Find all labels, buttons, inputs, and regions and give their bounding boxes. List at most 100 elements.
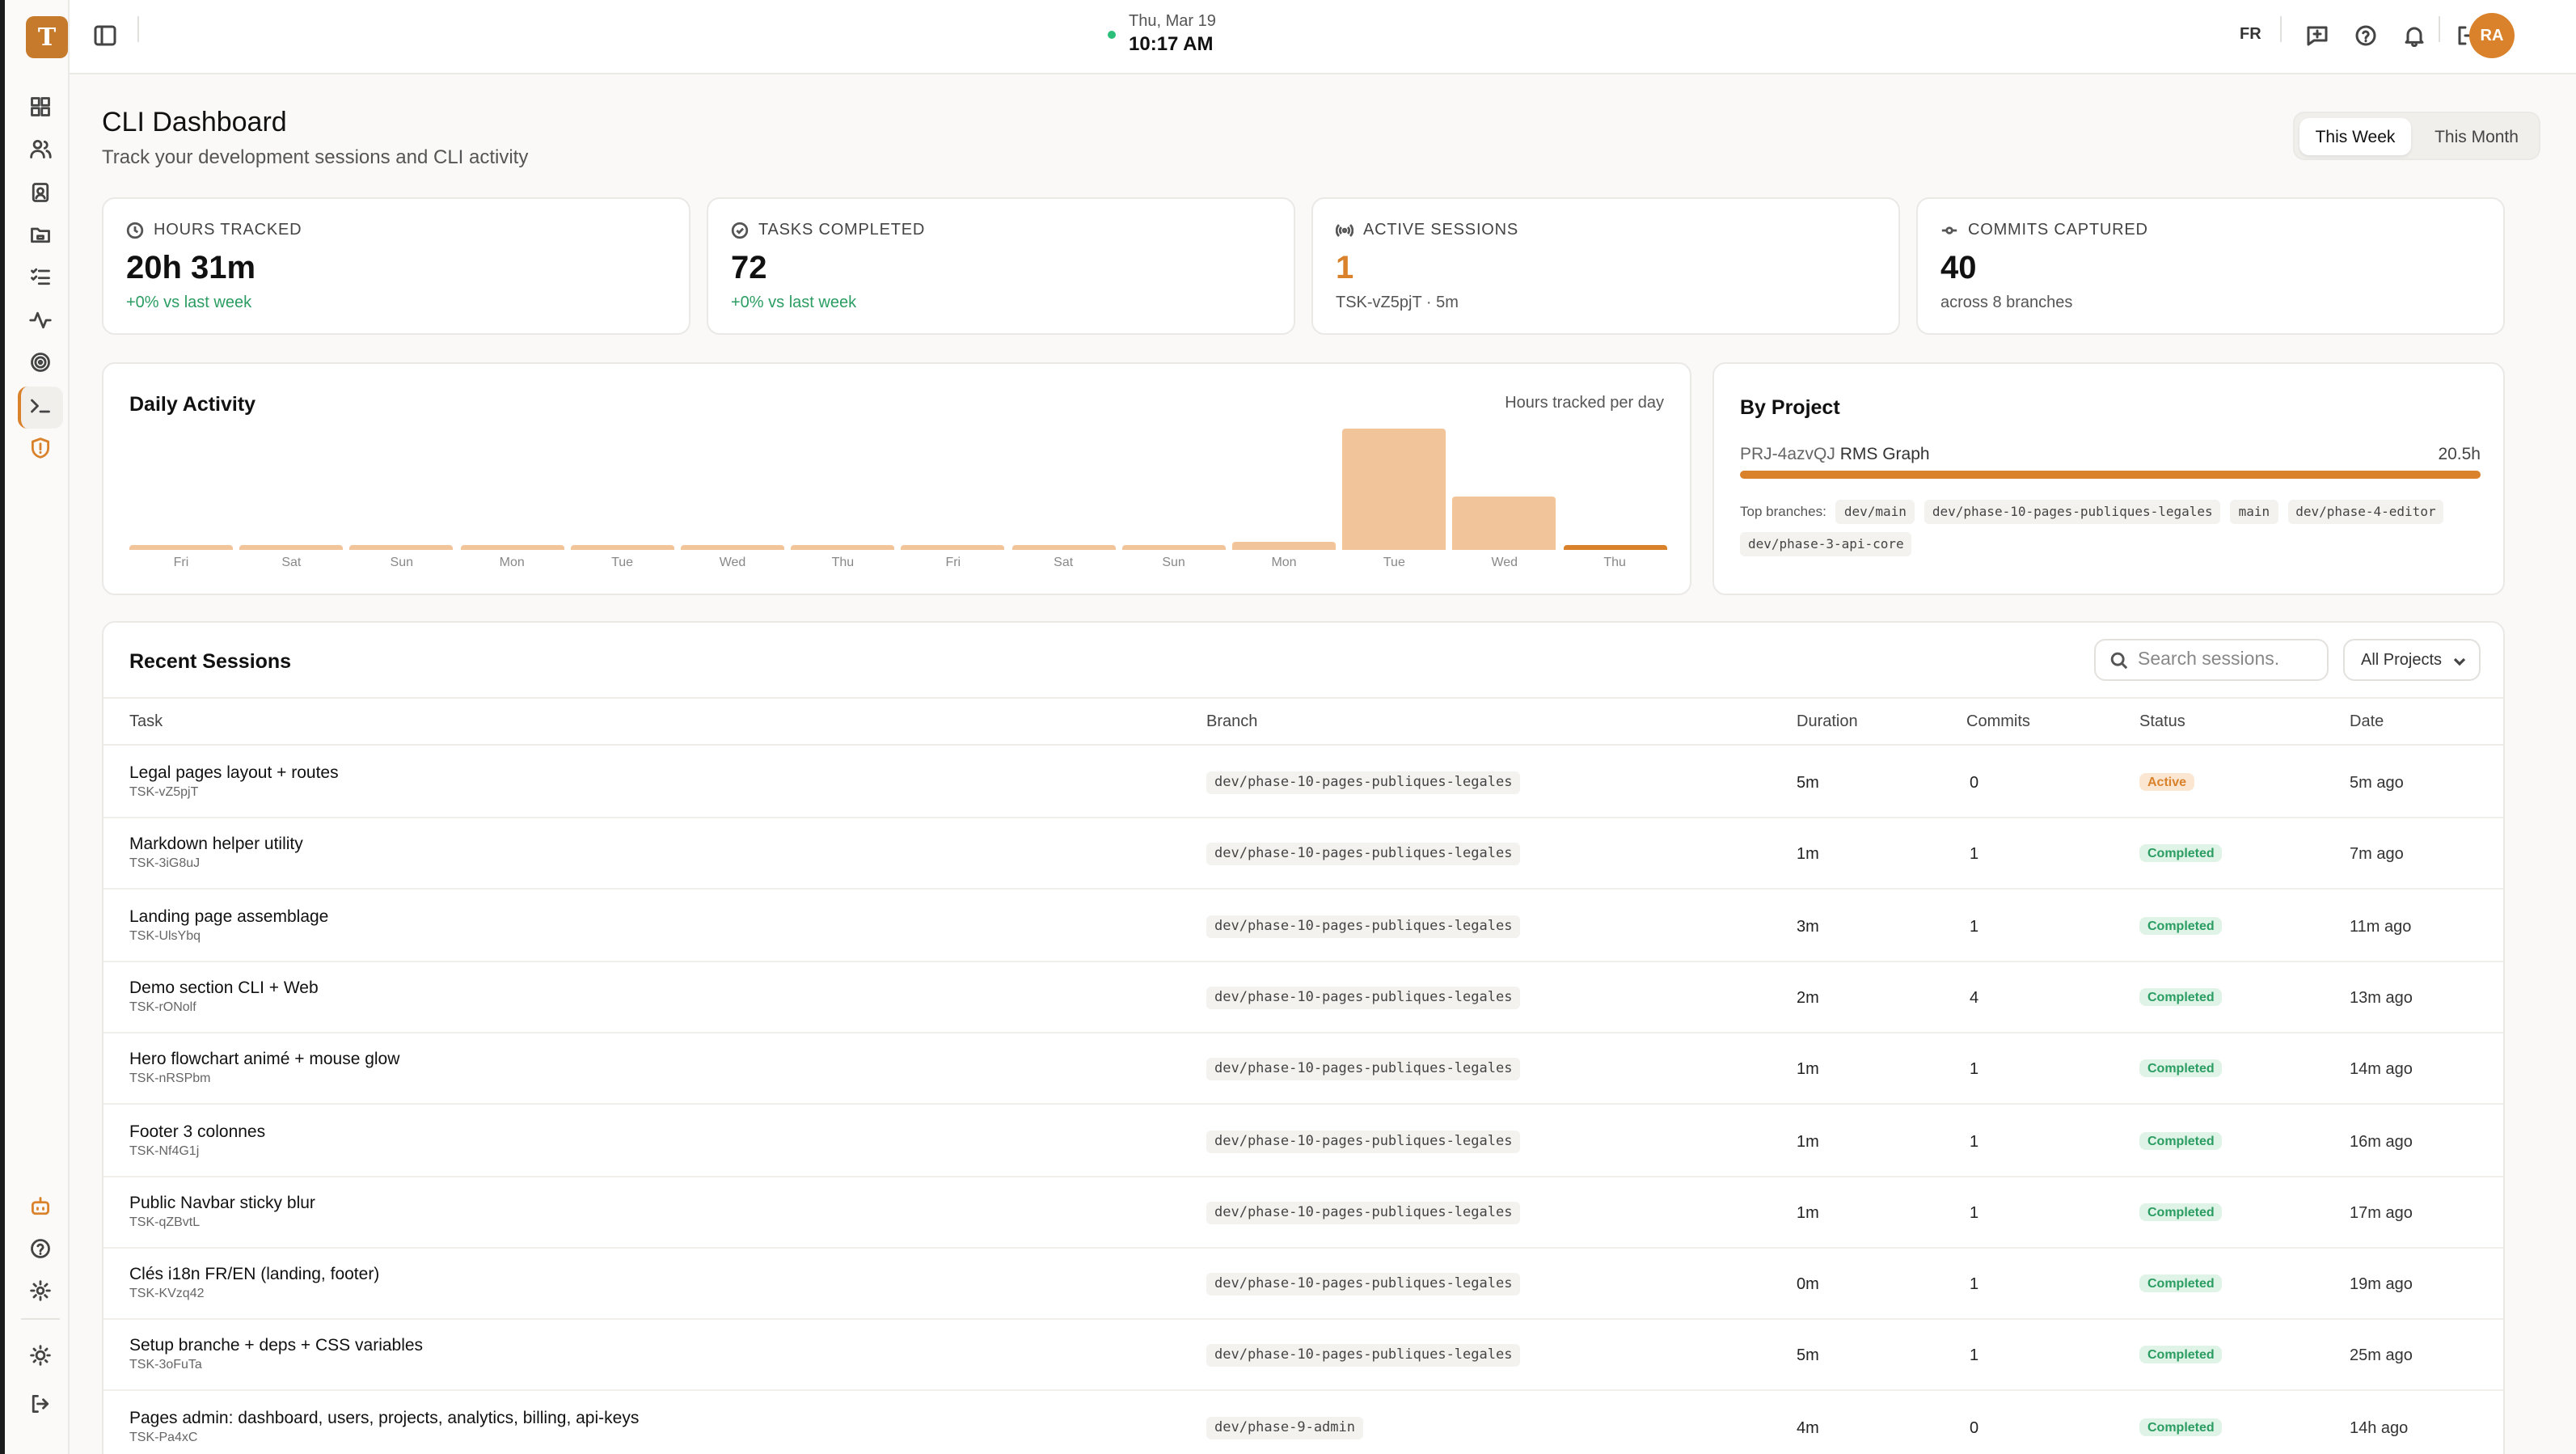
session-duration: 2m <box>1797 989 1819 1008</box>
session-task-title[interactable]: Legal pages layout + routes <box>129 763 339 783</box>
chart-bar[interactable] <box>681 545 784 550</box>
status-badge: Completed <box>2139 916 2223 935</box>
help-icon[interactable] <box>2354 24 2377 47</box>
chart-bar[interactable] <box>460 545 564 550</box>
branch-chip: dev/main <box>1835 500 1915 524</box>
table-row[interactable]: Setup branche + deps + CSS variables TSK-… <box>103 1319 2503 1392</box>
range-toggle: This Week This Month <box>2293 112 2540 160</box>
daily-activity-title: Daily Activity <box>129 393 256 416</box>
help-icon[interactable] <box>27 1236 53 1262</box>
session-branch: dev/phase-10-pages-publiques-legales <box>1206 1058 1521 1081</box>
session-task-title[interactable]: Public Navbar sticky blur <box>129 1193 315 1213</box>
session-task-title[interactable]: Hero flowchart animé + mouse glow <box>129 1050 400 1070</box>
settings-icon[interactable] <box>27 1278 53 1304</box>
session-branch: dev/phase-9-admin <box>1206 1416 1363 1439</box>
task-list-icon[interactable] <box>27 264 53 290</box>
column-commits[interactable]: Commits <box>1966 713 2030 731</box>
chart-bar[interactable] <box>1342 429 1446 550</box>
session-task-title[interactable]: Setup branche + deps + CSS variables <box>129 1336 424 1356</box>
chart-bar[interactable] <box>1011 545 1116 550</box>
shield-icon[interactable] <box>27 435 53 461</box>
app-logo[interactable]: T <box>26 16 68 58</box>
project-share-bar <box>1740 471 2481 479</box>
language-switch[interactable]: FR <box>2240 26 2261 44</box>
session-task-title[interactable]: Clés i18n FR/EN (landing, footer) <box>129 1265 380 1285</box>
table-row[interactable]: Hero flowchart animé + mouse glow TSK-nRS… <box>103 1032 2503 1105</box>
session-task-title[interactable]: Footer 3 colonnes <box>129 1122 266 1141</box>
session-task-title[interactable]: Landing page assemblage <box>129 907 329 927</box>
column-task[interactable]: Task <box>129 713 163 731</box>
target-icon[interactable] <box>27 349 53 375</box>
session-task-title[interactable]: Markdown helper utility <box>129 835 303 855</box>
column-status[interactable]: Status <box>2139 713 2185 731</box>
session-commits: 1 <box>1970 1347 1979 1366</box>
chart-bar[interactable] <box>901 545 1005 550</box>
chart-tick-label: Sun <box>390 555 413 569</box>
chart-bar[interactable] <box>129 545 233 550</box>
chart-tick-label: Thu <box>1603 555 1626 569</box>
table-row[interactable]: Markdown helper utility TSK-3iG8uJ dev/pha… <box>103 818 2503 890</box>
status-badge: Completed <box>2139 1059 2223 1078</box>
table-row[interactable]: Legal pages layout + routes TSK-vZ5pjT dev… <box>103 746 2503 818</box>
range-this-week-button[interactable]: This Week <box>2299 118 2411 155</box>
chart-bar[interactable] <box>570 545 674 550</box>
page-title: CLI Dashboard <box>102 107 287 137</box>
session-branch: dev/phase-10-pages-publiques-legales <box>1206 986 1521 1009</box>
table-row[interactable]: Pages admin: dashboard, users, projects,… <box>103 1390 2503 1454</box>
chart-bar[interactable] <box>239 545 344 550</box>
status-badge: Completed <box>2139 1346 2223 1364</box>
contacts-icon[interactable] <box>27 180 53 205</box>
stat-card-tasks: TASKS COMPLETED 72 +0% vs last week <box>707 197 1295 335</box>
chart-bar[interactable] <box>1121 545 1226 550</box>
column-branch[interactable]: Branch <box>1206 713 1258 731</box>
logout-icon[interactable] <box>27 1391 53 1417</box>
sidebar-toggle-icon[interactable] <box>94 24 116 47</box>
chart-tick-label: Fri <box>945 555 961 569</box>
session-duration: 1m <box>1797 1061 1819 1080</box>
chart-bar[interactable] <box>1563 545 1667 550</box>
page-subtitle: Track your development sessions and CLI … <box>102 146 529 168</box>
activity-icon[interactable] <box>27 307 53 333</box>
table-row[interactable]: Footer 3 colonnes TSK-Nf4G1j dev/phase-10-… <box>103 1104 2503 1177</box>
session-date: 14h ago <box>2350 1419 2409 1438</box>
session-search <box>2094 639 2329 681</box>
dashboard-grid-icon[interactable] <box>27 94 53 120</box>
session-task-id: TSK-rONolf <box>129 999 196 1014</box>
chart-bar[interactable] <box>349 545 454 550</box>
commit-icon <box>1941 226 1957 235</box>
session-date: 25m ago <box>2350 1347 2413 1366</box>
chart-tick-label: Thu <box>831 555 855 569</box>
chart-bar[interactable] <box>1232 542 1336 550</box>
sun-icon[interactable] <box>27 1342 53 1368</box>
clock-time: 10:17 AM <box>1129 32 1214 55</box>
table-row[interactable]: Public Navbar sticky blur TSK-qZBvtL dev/p… <box>103 1176 2503 1249</box>
chart-tick-label: Fri <box>173 555 189 569</box>
session-search-input[interactable] <box>2138 647 2316 673</box>
project-filter-select[interactable]: All Projects <box>2343 639 2481 681</box>
session-duration: 1m <box>1797 846 1819 864</box>
header-divider <box>137 16 139 42</box>
folder-icon[interactable] <box>27 222 53 247</box>
clock-icon <box>126 222 144 239</box>
column-duration[interactable]: Duration <box>1797 713 1858 731</box>
header-divider <box>2439 16 2440 42</box>
top-branches: Top branches: dev/main dev/phase-10-pages-… <box>1740 495 2484 560</box>
user-avatar[interactable]: RA <box>2469 13 2515 58</box>
range-this-month-button[interactable]: This Month <box>2435 127 2519 146</box>
table-row[interactable]: Clés i18n FR/EN (landing, footer) TSK-KVz… <box>103 1247 2503 1321</box>
feedback-icon[interactable] <box>2306 24 2329 47</box>
robot-icon[interactable] <box>27 1194 53 1219</box>
project-row[interactable]: PRJ-4azvQJ RMS Graph 20.5h <box>1740 445 2481 464</box>
table-row[interactable]: Landing page assemblage TSK-UlsYbq dev/pha… <box>103 889 2503 962</box>
session-date: 13m ago <box>2350 989 2413 1008</box>
session-task-title[interactable]: Demo section CLI + Web <box>129 978 319 998</box>
chart-bar[interactable] <box>791 545 895 550</box>
users-icon[interactable] <box>27 136 53 162</box>
session-task-title[interactable]: Pages admin: dashboard, users, projects,… <box>129 1408 640 1428</box>
bell-icon[interactable] <box>2403 24 2426 48</box>
chart-tick-label: Tue <box>1383 555 1405 569</box>
table-row[interactable]: Demo section CLI + Web TSK-rONolf dev/phas… <box>103 961 2503 1033</box>
terminal-icon[interactable] <box>27 393 53 419</box>
column-date[interactable]: Date <box>2350 713 2384 731</box>
chart-bar[interactable] <box>1452 497 1556 550</box>
